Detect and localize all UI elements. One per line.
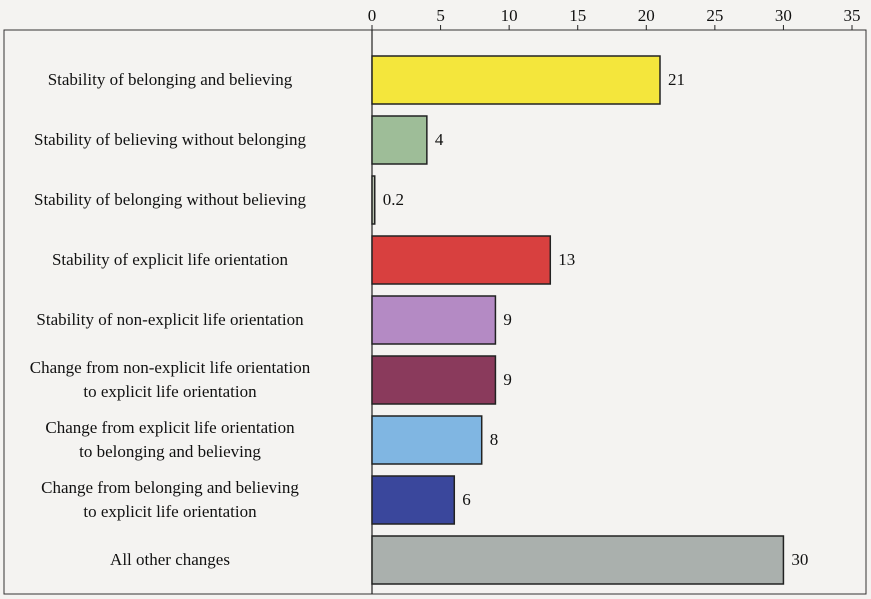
data-label: 13 bbox=[558, 250, 575, 269]
category-label: Stability of belonging and believing bbox=[47, 70, 293, 89]
data-label: 8 bbox=[490, 430, 499, 449]
x-tick-label: 15 bbox=[569, 6, 586, 25]
bar bbox=[371, 295, 497, 345]
x-tick-label: 0 bbox=[368, 6, 377, 25]
bar bbox=[371, 355, 497, 405]
x-tick-label: 35 bbox=[844, 6, 861, 25]
x-tick-label: 25 bbox=[706, 6, 723, 25]
data-label: 4 bbox=[435, 130, 444, 149]
bar bbox=[371, 415, 483, 465]
plot-frame bbox=[3, 29, 867, 595]
bar bbox=[371, 535, 785, 585]
category-label: All other changes bbox=[110, 550, 230, 569]
bar bbox=[371, 235, 552, 285]
category-label: Change from belonging and believing to e… bbox=[41, 478, 299, 521]
data-label: 30 bbox=[791, 550, 808, 569]
x-tick-label: 5 bbox=[436, 6, 445, 25]
category-label: Change from explicit life orientation to… bbox=[45, 418, 295, 461]
data-label: 9 bbox=[503, 370, 512, 389]
bar bbox=[371, 475, 456, 525]
bar bbox=[371, 55, 661, 105]
data-label: 9 bbox=[503, 310, 512, 329]
bar bbox=[371, 115, 428, 165]
bar bbox=[371, 175, 376, 225]
x-tick-label: 30 bbox=[775, 6, 792, 25]
category-label: Stability of non-explicit life orientati… bbox=[36, 310, 304, 329]
category-label: Stability of explicit life orientation bbox=[51, 250, 289, 269]
data-label: 0.2 bbox=[383, 190, 404, 209]
data-label: 21 bbox=[668, 70, 685, 89]
category-label: Stability of believing without belonging bbox=[34, 130, 306, 149]
data-label: 6 bbox=[462, 490, 471, 509]
category-label: Change from non-explicit life orientatio… bbox=[29, 358, 311, 401]
x-tick-label: 20 bbox=[638, 6, 655, 25]
x-tick-label: 10 bbox=[501, 6, 518, 25]
category-label: Stability of belonging without believing bbox=[34, 190, 306, 209]
